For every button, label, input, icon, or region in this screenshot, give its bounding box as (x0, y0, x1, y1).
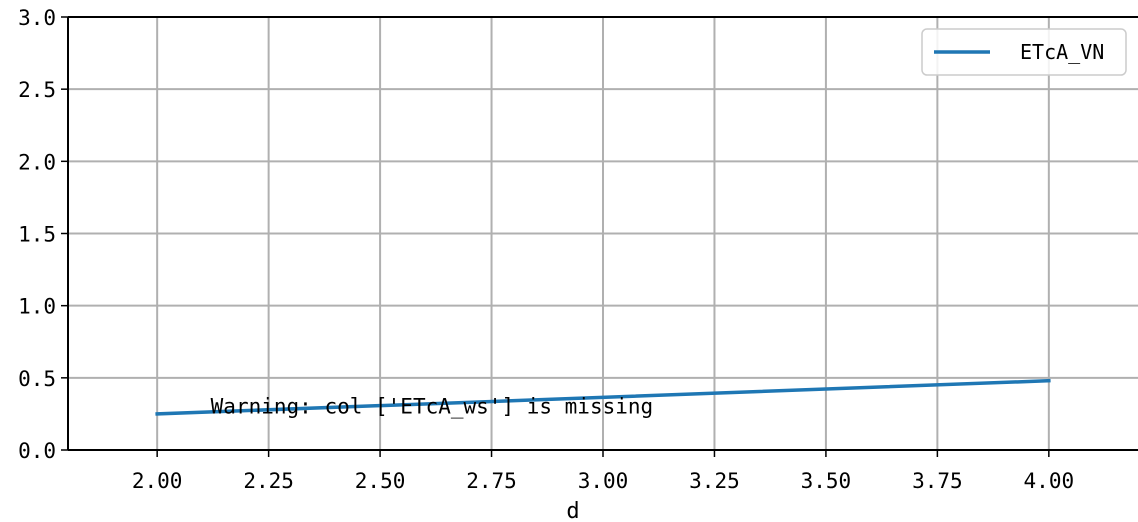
legend-label: ETcA_VN (1020, 40, 1104, 64)
x-tick-label: 3.50 (801, 469, 852, 493)
y-tick-label: 0.0 (18, 439, 56, 463)
warning-annotation: Warning: col ['ETcA_ws'] is missing (211, 395, 654, 419)
y-tick-label: 2.5 (18, 78, 56, 102)
x-tick-label: 2.00 (132, 469, 183, 493)
y-tick-label: 1.5 (18, 223, 56, 247)
y-tick-label: 0.5 (18, 367, 56, 391)
x-tick-label: 2.25 (243, 469, 294, 493)
x-tick-label: 3.00 (578, 469, 629, 493)
x-tick-label: 2.50 (355, 469, 406, 493)
x-tick-label: 3.25 (689, 469, 740, 493)
x-axis-label: d (566, 499, 579, 522)
legend-box (921, 28, 1127, 76)
y-axis-ticks: 0.0 0.5 1.0 1.5 2.0 2.5 3.0 (18, 6, 68, 463)
legend: ETcA_VN (921, 28, 1127, 76)
y-tick-label: 2.0 (18, 150, 56, 174)
annotations: Warning: col ['ETcA_ws'] is missing (211, 395, 654, 419)
x-tick-label: 2.75 (466, 469, 517, 493)
y-tick-label: 1.0 (18, 295, 56, 319)
series-line (155, 378, 1051, 416)
x-tick-label: 4.00 (1024, 469, 1075, 493)
x-axis-ticks: 2.00 2.25 2.50 2.75 3.00 3.25 3.50 3.75 4.00 (132, 450, 1074, 493)
series-layer (155, 378, 1051, 416)
x-tick-label: 3.75 (912, 469, 963, 493)
y-tick-label: 3.0 (18, 6, 56, 30)
